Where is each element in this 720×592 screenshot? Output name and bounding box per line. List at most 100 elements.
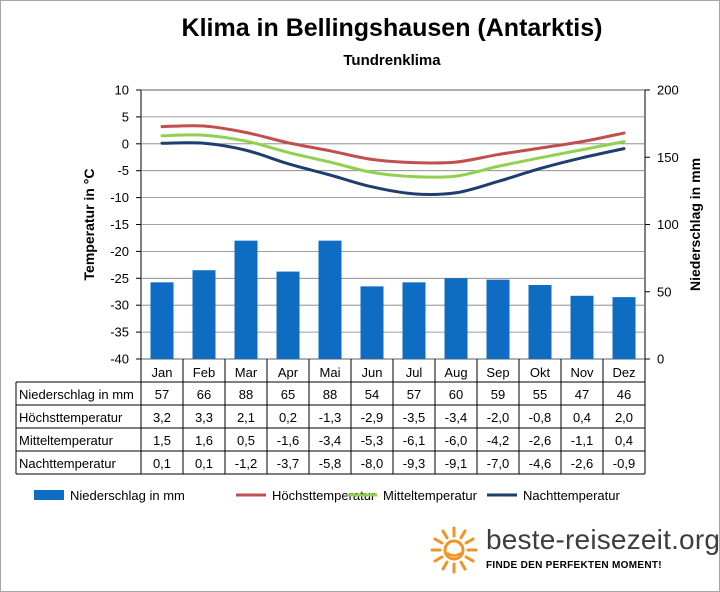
table-row-label: Niederschlag in mm [19, 387, 134, 402]
table-cell: -5,3 [361, 433, 383, 448]
precip-bar [360, 286, 384, 359]
table-cell: -3,4 [445, 410, 467, 425]
table-cell: 59 [491, 387, 505, 402]
x-tick-label: Mai [320, 365, 341, 380]
table-row-label: Höchsttemperatur [19, 410, 123, 425]
table-cell: 2,0 [615, 410, 633, 425]
precip-bar [234, 240, 258, 359]
table-cell: -3,7 [277, 456, 299, 471]
x-tick-label: Jan [152, 365, 173, 380]
table-row-label: Mitteltemperatur [19, 433, 114, 448]
table-cell: -6,0 [445, 433, 467, 448]
site-logo[interactable]: beste-reisezeit.org FINDE DEN PERFEKTEN … [428, 520, 720, 580]
x-tick-label: Okt [530, 365, 551, 380]
table-cell: -6,1 [403, 433, 425, 448]
table-cell: 1,5 [153, 433, 171, 448]
table-cell: -3,5 [403, 410, 425, 425]
table-cell: 1,6 [195, 433, 213, 448]
table-cell: 57 [155, 387, 169, 402]
logo-tagline: FINDE DEN PERFEKTEN MOMENT! [486, 560, 662, 571]
x-tick-label: Mar [235, 365, 258, 380]
table-cell: -1,2 [235, 456, 257, 471]
table-cell: 0,5 [237, 433, 255, 448]
x-tick-label: Jun [362, 365, 383, 380]
table-cell: 57 [407, 387, 421, 402]
precip-bar [402, 282, 426, 359]
mean-temp-line [160, 133, 626, 179]
left-tick-label: -35 [110, 325, 129, 340]
table-cell: 3,3 [195, 410, 213, 425]
table-cell: -1,1 [571, 433, 593, 448]
precip-bar [150, 282, 174, 359]
table-cell: 46 [617, 387, 631, 402]
table-row-label: Nachttemperatur [19, 456, 116, 471]
table-cell: -0,8 [529, 410, 551, 425]
table-cell: 54 [365, 387, 379, 402]
chart-subtitle: Tundrenklima [343, 52, 441, 69]
table-cell: -5,8 [319, 456, 341, 471]
table-cell: -2,9 [361, 410, 383, 425]
table-cell: 88 [323, 387, 337, 402]
table-cell: 55 [533, 387, 547, 402]
left-tick-label: 10 [115, 83, 129, 98]
table-cell: 47 [575, 387, 589, 402]
left-tick-label: -20 [110, 244, 129, 259]
table-cell: -3,4 [319, 433, 341, 448]
precip-bar [528, 285, 552, 359]
table-cell: -4,2 [487, 433, 509, 448]
table-cell: -0,9 [613, 456, 635, 471]
precip-bar [486, 279, 510, 359]
precip-bar [276, 271, 300, 359]
table-cell: -2,6 [529, 433, 551, 448]
precip-bar [612, 297, 636, 359]
legend-label: Niederschlag in mm [70, 488, 185, 503]
precip-bar [570, 295, 594, 359]
table-cell: 0,2 [279, 410, 297, 425]
left-tick-label: 0 [122, 136, 129, 151]
right-tick-label: 150 [657, 150, 679, 165]
x-tick-label: Apr [278, 365, 299, 380]
table-cell: -2,0 [487, 410, 509, 425]
table-cell: -4,6 [529, 456, 551, 471]
x-tick-label: Feb [193, 365, 215, 380]
right-tick-label: 100 [657, 217, 679, 232]
table-cell: 0,4 [615, 433, 633, 448]
table-cell: -1,3 [319, 410, 341, 425]
left-tick-label: -25 [110, 271, 129, 286]
night-temp-line [160, 141, 626, 196]
x-tick-label: Nov [570, 365, 594, 380]
x-tick-label: Jul [406, 365, 423, 380]
logo-name: beste-reisezeit.org [486, 524, 720, 555]
table-cell: 60 [449, 387, 463, 402]
left-tick-label: -40 [110, 352, 129, 367]
table-cell: 0,4 [573, 410, 591, 425]
table-cell: 66 [197, 387, 211, 402]
table-cell: 0,1 [195, 456, 213, 471]
table-cell: -9,3 [403, 456, 425, 471]
left-tick-label: -5 [117, 163, 129, 178]
legend-label: Nachttemperatur [523, 488, 620, 503]
table-cell: -8,0 [361, 456, 383, 471]
y-axis-right-title: Niederschlag in mm [687, 158, 703, 291]
table-cell: 65 [281, 387, 295, 402]
precip-bar [192, 270, 216, 359]
left-tick-label: 5 [122, 109, 129, 124]
chart-title: Klima in Bellingshausen (Antarktis) [181, 14, 603, 42]
table-cell: -2,6 [571, 456, 593, 471]
legend-label: Höchsttemperatur [272, 488, 376, 503]
sun-icon [430, 526, 478, 574]
precip-bar [318, 240, 342, 359]
left-tick-label: -15 [110, 217, 129, 232]
table-cell: 0,1 [153, 456, 171, 471]
table-cell: -9,1 [445, 456, 467, 471]
precip-bar [444, 278, 468, 359]
left-tick-label: -10 [110, 190, 129, 205]
max-temp-line [160, 124, 626, 165]
table-cell: 88 [239, 387, 253, 402]
left-tick-label: -30 [110, 298, 129, 313]
x-tick-label: Aug [444, 365, 467, 380]
right-tick-label: 0 [657, 352, 664, 367]
table-cell: -1,6 [277, 433, 299, 448]
table-cell: 2,1 [237, 410, 255, 425]
